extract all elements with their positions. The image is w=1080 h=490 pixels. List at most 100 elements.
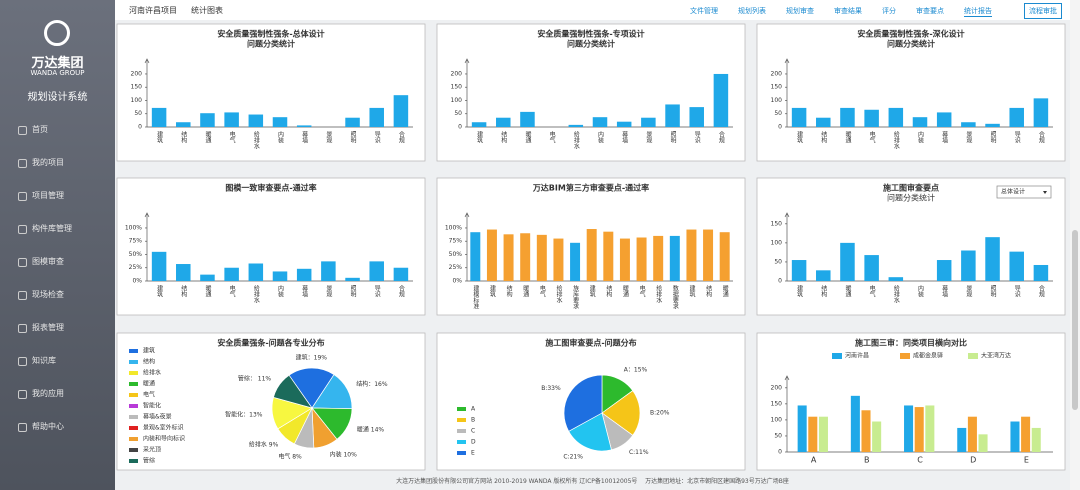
pie-slice <box>273 374 313 409</box>
y-tick-label: 25% <box>449 264 463 271</box>
chart-title: 施工图审查要点-问题分布 <box>545 338 636 348</box>
y-tick-label: 75% <box>129 238 143 245</box>
bar <box>248 114 264 127</box>
system-name: 规划设计系统 <box>27 92 88 103</box>
bar <box>936 260 952 281</box>
legend-label: E <box>471 450 475 457</box>
tab[interactable]: 文件管理 <box>690 7 718 15</box>
dropdown-value: 总体设计 <box>1001 188 1025 196</box>
legend-swatch <box>129 437 138 441</box>
bar <box>840 107 855 127</box>
y-tick-label: 150 <box>131 84 143 91</box>
sidebar: 万达集团 WANDA GROUP 规划设计系统 首页 我的项目 项目管理 构件库管理图… <box>0 0 115 490</box>
y-tick-label: 50 <box>454 110 462 117</box>
legend-swatch <box>900 353 910 359</box>
tabs: 文件管理 规划列表 规划审查 审查结果 评分 审查要点 统计报告 <box>690 6 992 17</box>
menu-item[interactable]: 我的项目 <box>0 155 115 188</box>
tab[interactable]: 审查结果 <box>834 7 862 15</box>
x-tick-label: 合规 <box>1037 284 1044 298</box>
bar <box>296 268 312 281</box>
pie-slice <box>563 374 603 432</box>
y-tick-label: 50% <box>449 251 463 258</box>
x-tick-label: 照明 <box>669 131 676 144</box>
y-tick-label: 75% <box>449 238 463 245</box>
y-tick-label: 100 <box>771 97 783 104</box>
bar <box>967 416 977 452</box>
tab[interactable]: 统计报告 <box>964 7 992 17</box>
bar <box>520 111 535 127</box>
bar <box>1009 107 1024 127</box>
x-tick-label: 给排水 <box>892 284 899 303</box>
menu-item[interactable]: 报表管理 <box>0 320 115 353</box>
legend-swatch <box>457 418 466 422</box>
bar <box>641 117 656 127</box>
y-tick-label: 200 <box>131 70 143 77</box>
scrollbar[interactable] <box>1070 0 1080 490</box>
topbar: 河南许昌项目 统计图表 文件管理 规划列表 规划审查 审查结果 评分 审查要点 统计报告 流程… <box>115 0 1070 20</box>
axis-arrow <box>784 375 790 381</box>
x-tick-label: 给排水 <box>555 284 562 303</box>
x-tick-label: A <box>811 456 817 465</box>
menu-item[interactable]: 现场检查 <box>0 287 115 320</box>
legend-label: 智能化 <box>143 402 161 410</box>
logo <box>44 20 70 46</box>
bar <box>840 242 855 281</box>
y-tick-label: 25% <box>129 264 143 271</box>
bar <box>872 421 882 452</box>
x-tick-label: 暖通 <box>524 130 531 144</box>
tab[interactable]: 评分 <box>882 7 896 15</box>
bar <box>797 405 807 452</box>
y-tick-label: 100% <box>125 224 142 231</box>
bar <box>200 113 215 127</box>
bar <box>503 234 514 281</box>
button[interactable]: 流程审批 <box>1024 3 1062 19</box>
menu-item[interactable]: 首页 <box>0 122 115 155</box>
tab[interactable]: 规划列表 <box>738 7 766 15</box>
axis-arrow <box>464 212 470 218</box>
menu-item[interactable]: 知识库 <box>0 353 115 386</box>
x-tick-label: 电气 <box>538 284 545 297</box>
legend-swatch <box>968 353 978 359</box>
chart-subtitle: 问题分类统计 <box>247 39 295 49</box>
legend-label: 成都金泉驿 <box>913 352 943 360</box>
bar <box>176 264 191 281</box>
bar <box>151 251 167 281</box>
panel <box>756 23 1066 162</box>
menu-item[interactable]: 我的应用 <box>0 386 115 419</box>
legend-swatch <box>129 349 138 353</box>
y-tick-label: 150 <box>451 84 463 91</box>
bar <box>1033 98 1049 127</box>
legend-label: 大亚湾万达 <box>981 352 1011 360</box>
y-tick-label: 100% <box>445 224 462 231</box>
x-tick-label: 结构 <box>180 130 187 144</box>
scroll-thumb[interactable] <box>1072 230 1078 410</box>
dropdown[interactable] <box>996 185 1052 199</box>
tab[interactable]: 审查要点 <box>916 7 944 15</box>
x-tick-label: E <box>1024 456 1029 465</box>
bar <box>496 117 511 127</box>
crumb[interactable]: 河南许昌项目 <box>129 6 177 15</box>
bar <box>703 229 714 281</box>
menu-item[interactable]: 构件库管理 <box>0 221 115 254</box>
bar <box>486 229 497 281</box>
breadcrumb: 河南许昌项目 统计图表 <box>129 5 237 16</box>
bar <box>961 250 976 281</box>
menu-item[interactable]: 图模审查 <box>0 254 115 287</box>
y-tick-label: 150 <box>771 84 783 91</box>
y-tick-label: 200 <box>771 384 783 391</box>
tab[interactable]: 规划审查 <box>786 7 814 15</box>
x-tick-label: 电气 <box>548 130 555 143</box>
x-tick-label: 景观 <box>965 131 972 144</box>
menu-item[interactable]: 项目管理 <box>0 188 115 221</box>
x-tick-label: 电气 <box>228 284 235 297</box>
crumb[interactable]: 统计图表 <box>191 6 223 15</box>
legend-swatch <box>129 404 138 408</box>
menu-item[interactable]: 帮助中心 <box>0 419 115 452</box>
x-tick-label: 导识 <box>373 285 380 298</box>
x-tick-label: 内装 <box>277 284 284 298</box>
bar <box>553 238 564 281</box>
menu: 首页 我的项目 项目管理 构件库管理 图模审查 现场检查 报表管理 知识库 我的应用 帮助中心 <box>0 122 115 452</box>
y-tick-label: 0 <box>138 124 142 131</box>
panel <box>116 23 426 162</box>
